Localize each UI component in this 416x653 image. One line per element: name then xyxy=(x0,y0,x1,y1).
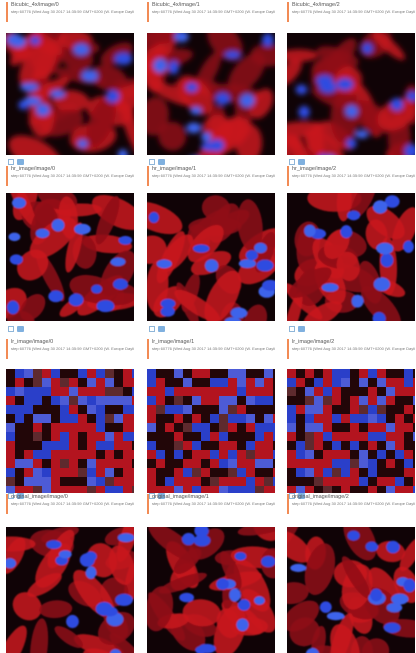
image-canvas xyxy=(287,369,415,493)
card-title: hr_image/image/0 xyxy=(11,166,56,172)
card-title: Bicubic_4x/image/0 xyxy=(11,2,59,8)
image-icon[interactable] xyxy=(17,493,24,499)
card-label: original_image/image/2 step 60776 (Wed Au… xyxy=(287,494,415,514)
card-label: original_image/image/1 step 60776 (Wed Au… xyxy=(147,494,275,514)
card-toolbar xyxy=(8,492,24,500)
image-tile[interactable] xyxy=(287,527,415,653)
image-canvas xyxy=(287,33,415,155)
card-label: lr_image/image/2 step 60776 (Wed Aug 30 2… xyxy=(287,339,415,359)
image-tile[interactable] xyxy=(287,369,415,493)
image-card: Bicubic_4x/image/0 step 60776 (Wed Aug 30… xyxy=(6,2,134,165)
image-icon[interactable] xyxy=(17,159,24,165)
image-card: lr_image/image/1 step 60776 (Wed Aug 30 2… xyxy=(147,339,275,499)
image-icon[interactable] xyxy=(158,493,165,499)
expand-icon[interactable] xyxy=(149,326,155,332)
card-label: hr_image/image/1 step 60776 (Wed Aug 30 2… xyxy=(147,166,275,186)
card-step-info: step 60776 (Wed Aug 30 2017 14:35:59 GMT… xyxy=(152,9,275,14)
card-title: original_image/image/0 xyxy=(11,494,68,500)
image-card: hr_image/image/0 step 60776 (Wed Aug 30 2… xyxy=(6,166,134,332)
image-tile[interactable] xyxy=(6,527,134,653)
image-card: hr_image/image/1 step 60776 (Wed Aug 30 2… xyxy=(147,166,275,332)
image-icon[interactable] xyxy=(298,326,305,332)
card-label: original_image/image/0 step 60776 (Wed Au… xyxy=(6,494,134,514)
image-card: hr_image/image/2 step 60776 (Wed Aug 30 2… xyxy=(287,166,415,332)
image-tile[interactable] xyxy=(6,369,134,493)
card-toolbar xyxy=(8,325,24,333)
card-step-info: step 60776 (Wed Aug 30 2017 14:35:59 GMT… xyxy=(152,501,275,506)
card-title: lr_image/image/0 xyxy=(11,339,54,345)
card-step-info: step 60776 (Wed Aug 30 2017 14:35:59 GMT… xyxy=(11,9,134,14)
card-label: Bicubic_4x/image/1 step 60776 (Wed Aug 30… xyxy=(147,2,275,22)
card-label: Bicubic_4x/image/2 step 60776 (Wed Aug 30… xyxy=(287,2,415,22)
expand-icon[interactable] xyxy=(8,159,14,165)
card-title: original_image/image/2 xyxy=(292,494,349,500)
image-icon[interactable] xyxy=(158,159,165,165)
image-card: lr_image/image/2 step 60776 (Wed Aug 30 2… xyxy=(287,339,415,499)
image-canvas xyxy=(147,33,275,155)
card-step-info: step 60776 (Wed Aug 30 2017 14:35:59 GMT… xyxy=(11,346,134,351)
image-tile[interactable] xyxy=(6,33,134,155)
image-icon[interactable] xyxy=(298,159,305,165)
card-label: lr_image/image/1 step 60776 (Wed Aug 30 2… xyxy=(147,339,275,359)
card-toolbar xyxy=(289,325,305,333)
image-card: Bicubic_4x/image/2 step 60776 (Wed Aug 30… xyxy=(287,2,415,165)
image-card: original_image/image/1 step 60776 (Wed Au… xyxy=(147,494,275,653)
image-canvas xyxy=(6,33,134,155)
image-tile[interactable] xyxy=(147,33,275,155)
expand-icon[interactable] xyxy=(8,493,14,499)
image-canvas xyxy=(6,193,134,321)
card-step-info: step 60776 (Wed Aug 30 2017 14:35:59 GMT… xyxy=(11,501,134,506)
image-canvas xyxy=(6,527,134,653)
card-label: hr_image/image/0 step 60776 (Wed Aug 30 2… xyxy=(6,166,134,186)
card-toolbar xyxy=(149,492,165,500)
card-toolbar xyxy=(149,325,165,333)
card-title: Bicubic_4x/image/1 xyxy=(152,2,200,8)
image-canvas xyxy=(147,193,275,321)
card-step-info: step 60776 (Wed Aug 30 2017 14:35:59 GMT… xyxy=(152,173,275,178)
card-title: original_image/image/1 xyxy=(152,494,209,500)
expand-icon[interactable] xyxy=(289,493,295,499)
image-canvas xyxy=(287,193,415,321)
card-step-info: step 60776 (Wed Aug 30 2017 14:35:59 GMT… xyxy=(292,346,415,351)
card-title: Bicubic_4x/image/2 xyxy=(292,2,340,8)
image-tile[interactable] xyxy=(287,33,415,155)
card-label: hr_image/image/2 step 60776 (Wed Aug 30 2… xyxy=(287,166,415,186)
expand-icon[interactable] xyxy=(149,159,155,165)
image-card: lr_image/image/0 step 60776 (Wed Aug 30 2… xyxy=(6,339,134,499)
image-tile[interactable] xyxy=(147,369,275,493)
expand-icon[interactable] xyxy=(8,326,14,332)
image-icon[interactable] xyxy=(17,326,24,332)
expand-icon[interactable] xyxy=(149,493,155,499)
card-step-info: step 60776 (Wed Aug 30 2017 14:35:59 GMT… xyxy=(292,501,415,506)
image-canvas xyxy=(147,369,275,493)
card-toolbar xyxy=(289,492,305,500)
image-canvas xyxy=(287,527,415,653)
card-title: hr_image/image/1 xyxy=(152,166,197,172)
card-step-info: step 60776 (Wed Aug 30 2017 14:35:59 GMT… xyxy=(292,173,415,178)
image-card: Bicubic_4x/image/1 step 60776 (Wed Aug 30… xyxy=(147,2,275,165)
card-label: lr_image/image/0 step 60776 (Wed Aug 30 2… xyxy=(6,339,134,359)
image-card: original_image/image/0 step 60776 (Wed Au… xyxy=(6,494,134,653)
card-title: hr_image/image/2 xyxy=(292,166,337,172)
card-step-info: step 60776 (Wed Aug 30 2017 14:35:59 GMT… xyxy=(292,9,415,14)
image-canvas xyxy=(147,527,275,653)
card-toolbar xyxy=(8,158,24,166)
card-step-info: step 60776 (Wed Aug 30 2017 14:35:59 GMT… xyxy=(152,346,275,351)
image-icon[interactable] xyxy=(158,326,165,332)
image-tile[interactable] xyxy=(287,193,415,321)
card-step-info: step 60776 (Wed Aug 30 2017 14:35:59 GMT… xyxy=(11,173,134,178)
image-tile[interactable] xyxy=(147,527,275,653)
expand-icon[interactable] xyxy=(289,159,295,165)
image-tile[interactable] xyxy=(147,193,275,321)
expand-icon[interactable] xyxy=(289,326,295,332)
card-title: lr_image/image/2 xyxy=(292,339,335,345)
image-tile[interactable] xyxy=(6,193,134,321)
card-toolbar xyxy=(149,158,165,166)
image-icon[interactable] xyxy=(298,493,305,499)
image-canvas xyxy=(6,369,134,493)
card-title: lr_image/image/1 xyxy=(152,339,195,345)
image-card: original_image/image/2 step 60776 (Wed Au… xyxy=(287,494,415,653)
card-label: Bicubic_4x/image/0 step 60776 (Wed Aug 30… xyxy=(6,2,134,22)
card-toolbar xyxy=(289,158,305,166)
